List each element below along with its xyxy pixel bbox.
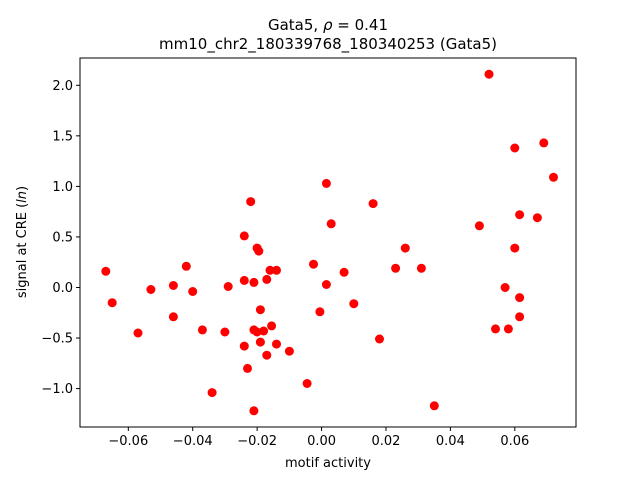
y-tick-label: 0.5 xyxy=(52,230,73,245)
x-axis-ticks: −0.06 −0.04 −0.02 0.00 0.02 0.04 0.06 xyxy=(108,427,529,449)
data-point xyxy=(197,325,207,335)
data-point xyxy=(272,265,281,275)
data-point xyxy=(429,401,439,411)
data-point xyxy=(368,199,378,209)
data-point xyxy=(188,287,198,296)
data-point xyxy=(267,321,277,331)
data-point xyxy=(220,327,230,337)
data-point xyxy=(500,283,510,292)
data-point xyxy=(515,210,525,220)
x-tick-label: −0.04 xyxy=(173,434,213,449)
data-point xyxy=(515,312,525,322)
y-tick-label: 1.0 xyxy=(52,180,73,195)
data-point xyxy=(243,363,252,373)
data-point xyxy=(349,299,359,309)
data-point xyxy=(265,265,275,275)
data-point xyxy=(539,138,549,148)
data-point xyxy=(391,263,401,273)
data-point xyxy=(249,406,259,416)
data-point xyxy=(284,346,294,356)
data-point xyxy=(510,143,520,153)
y-tick-label: −1.0 xyxy=(41,382,73,397)
data-point xyxy=(168,281,178,290)
data-point xyxy=(549,172,558,182)
y-axis-label: signal at CRE (ln) xyxy=(15,186,30,298)
data-point xyxy=(272,339,281,349)
data-point xyxy=(484,69,494,79)
chart-title-line1: Gata5, ρ = 0.41 xyxy=(268,16,388,34)
data-point xyxy=(262,274,272,284)
data-point xyxy=(262,350,272,360)
data-point xyxy=(168,312,178,322)
data-point xyxy=(146,285,156,294)
data-point xyxy=(255,337,265,347)
data-point xyxy=(503,324,513,334)
data-point xyxy=(532,213,542,223)
data-point xyxy=(246,197,256,207)
data-point xyxy=(223,282,233,291)
data-point xyxy=(259,326,269,336)
data-point xyxy=(302,379,312,388)
y-tick-label: −0.5 xyxy=(41,332,73,347)
x-tick-label: 0.04 xyxy=(436,434,465,449)
data-point xyxy=(491,324,500,334)
data-point xyxy=(254,246,264,256)
x-tick-label: −0.02 xyxy=(237,434,277,449)
data-point xyxy=(101,266,111,276)
x-tick-label: 0.02 xyxy=(371,434,400,449)
data-points xyxy=(101,69,558,416)
y-tick-label: 1.5 xyxy=(52,129,73,144)
plot-area-frame xyxy=(79,57,577,428)
y-tick-label: 0.0 xyxy=(52,281,73,296)
data-point xyxy=(416,263,426,273)
data-point xyxy=(315,307,325,317)
data-point xyxy=(326,219,336,229)
y-tick-label: 2.0 xyxy=(52,79,73,94)
x-axis-label: motif activity xyxy=(285,456,371,471)
data-point xyxy=(249,277,259,287)
data-point xyxy=(133,328,143,338)
data-point xyxy=(239,231,249,241)
data-point xyxy=(474,221,484,231)
data-point xyxy=(400,243,410,253)
data-point xyxy=(510,243,520,253)
data-point xyxy=(339,267,349,277)
x-tick-label: −0.06 xyxy=(108,434,148,449)
x-tick-label: 0.00 xyxy=(307,434,336,449)
data-point xyxy=(375,334,384,344)
data-point xyxy=(321,178,331,188)
data-point xyxy=(321,280,331,289)
chart-title-line2: mm10_chr2_180339768_180340253 (Gata5) xyxy=(159,35,497,54)
data-point xyxy=(239,341,249,351)
data-point xyxy=(239,275,249,285)
data-point xyxy=(207,388,217,398)
data-point xyxy=(309,259,318,269)
y-axis-ticks: −1.0 −0.5 0.0 0.5 1.0 1.5 2.0 xyxy=(41,79,80,397)
data-point xyxy=(181,261,191,271)
data-point xyxy=(255,305,265,315)
x-tick-label: 0.06 xyxy=(500,434,529,449)
data-point xyxy=(107,298,117,308)
data-point xyxy=(515,293,525,303)
